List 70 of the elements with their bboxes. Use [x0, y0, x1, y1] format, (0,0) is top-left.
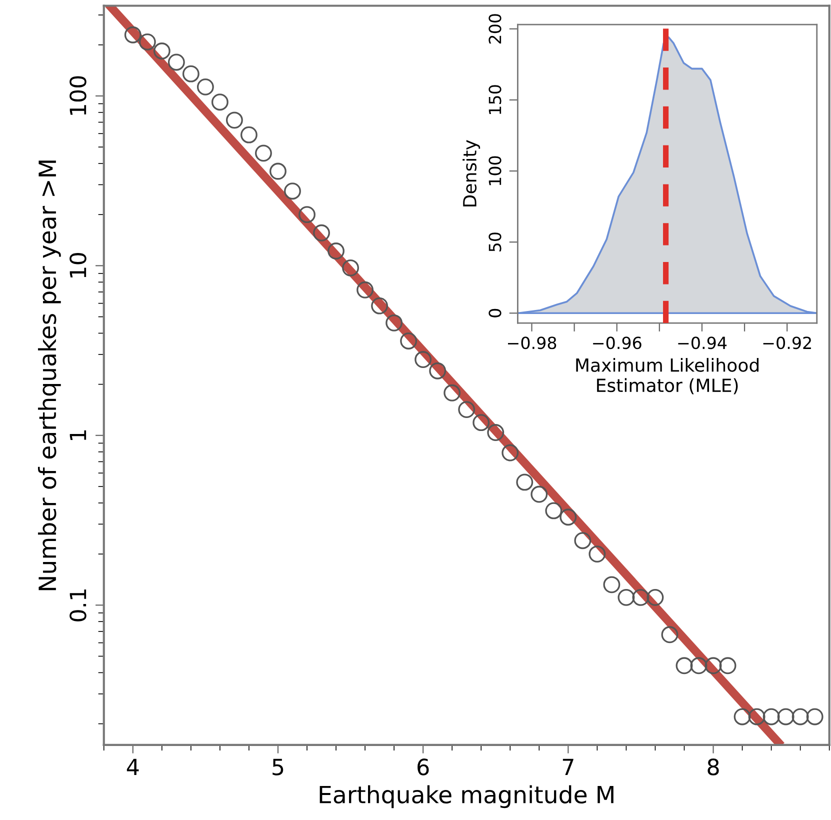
- x-axis-title: Earthquake magnitude M: [320, 785, 614, 808]
- y-axis-title: Number of earthquakes per year >M: [38, 160, 61, 590]
- y-tick-label: 10: [70, 253, 86, 278]
- point: [211, 94, 228, 111]
- point: [502, 444, 519, 462]
- point: [240, 126, 258, 144]
- point: [472, 414, 490, 432]
- point: [603, 576, 620, 594]
- y-tick-label: 100: [70, 76, 86, 115]
- x-tick-label: −0.94: [678, 336, 727, 350]
- point: [342, 259, 360, 276]
- point: [255, 144, 272, 162]
- point: [530, 486, 548, 503]
- x-axis-title: Maximum Likelihood Estimator (MLE): [576, 358, 759, 394]
- point: [328, 242, 344, 260]
- point: [371, 297, 388, 314]
- point: [138, 33, 156, 50]
- y-tick-label: 0: [488, 308, 502, 318]
- y-tick-label: 0.1: [70, 590, 86, 622]
- point: [806, 708, 824, 726]
- point: [618, 588, 635, 606]
- point: [458, 401, 476, 418]
- point: [196, 78, 214, 96]
- y-tick-label: 1: [70, 430, 86, 440]
- point: [124, 26, 142, 44]
- x-tick-label: 4: [126, 758, 139, 776]
- point: [414, 351, 432, 368]
- point: [153, 42, 170, 60]
- point: [444, 384, 461, 402]
- x-tick-label: 6: [418, 758, 429, 776]
- x-tick-label: 7: [562, 758, 574, 776]
- point: [676, 657, 693, 674]
- point: [182, 65, 200, 82]
- y-axis-title: Density: [462, 140, 480, 206]
- point: [574, 532, 592, 550]
- point: [632, 588, 650, 606]
- point: [661, 626, 678, 644]
- y-tick-label: 150: [488, 85, 502, 114]
- x-tick-label: −0.92: [763, 336, 811, 350]
- y-tick-label: 200: [488, 14, 502, 44]
- point: [270, 162, 286, 180]
- point: [762, 708, 780, 726]
- point: [284, 182, 301, 200]
- x-tick-label: −0.96: [593, 336, 642, 350]
- point: [313, 224, 330, 242]
- point: [429, 362, 446, 380]
- y-tick-label: 50: [488, 232, 502, 252]
- point: [356, 281, 374, 298]
- point: [777, 708, 794, 726]
- point: [748, 708, 766, 726]
- point: [719, 657, 736, 674]
- x-tick-label: 8: [708, 758, 719, 776]
- x-tick-label: −0.98: [508, 336, 556, 350]
- y-tick-label: 100: [488, 156, 502, 186]
- point: [516, 474, 534, 491]
- x-tick-label: 5: [272, 758, 284, 776]
- point: [560, 508, 577, 526]
- point: [487, 424, 504, 441]
- point: [734, 708, 751, 726]
- point: [226, 112, 243, 129]
- point: [646, 588, 664, 606]
- point: [545, 502, 562, 520]
- point: [704, 657, 722, 674]
- point: [298, 206, 316, 224]
- point: [792, 708, 809, 726]
- point: [690, 657, 708, 674]
- point: [588, 546, 606, 563]
- point: [400, 332, 418, 350]
- point: [386, 314, 403, 332]
- point: [168, 54, 185, 71]
